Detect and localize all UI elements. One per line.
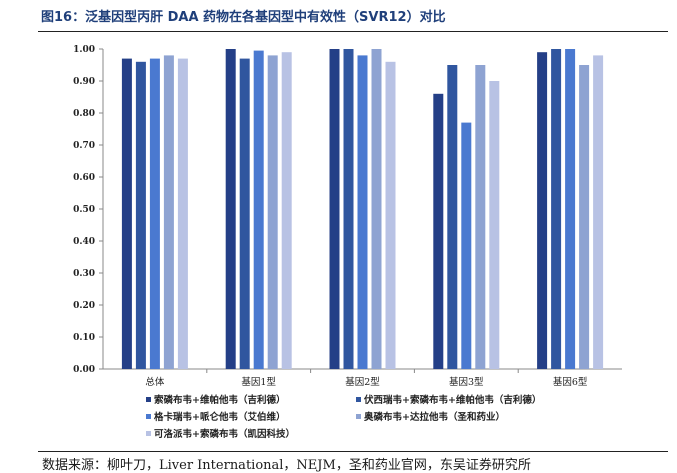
y-tick-label: 0.20	[73, 301, 95, 311]
source-rule	[38, 451, 668, 452]
source-note: 数据来源：柳叶刀，Liver International，NEJM，圣和药业官网…	[42, 458, 531, 473]
bar-2-1	[225, 49, 236, 369]
legend-label-2: 伏西瑞韦+索磷布韦+维帕他韦（吉利德）	[364, 394, 541, 406]
bar-2-4	[267, 55, 278, 370]
bar-5-1	[537, 52, 548, 369]
bar-chart: 0.00 0.10 0.20 0.30 0.40 0.50 0.60 0.70 0.80 0.90…	[73, 45, 622, 440]
y-tick-label: 0.70	[73, 141, 95, 151]
bar-1-1	[121, 58, 132, 369]
x-tick-label: 总体	[145, 376, 165, 388]
bar-2-3	[253, 50, 264, 369]
legend-swatch-1	[146, 397, 151, 402]
bar-4-5	[489, 81, 500, 369]
y-tick-label: 0.30	[73, 269, 95, 279]
y-axis: 0.00 0.10 0.20 0.30 0.40 0.50 0.60 0.70 0.80 0.90…	[73, 45, 104, 375]
y-tick-label: 0.80	[73, 109, 95, 119]
y-tick-label: 0.90	[73, 77, 95, 87]
legend: 索磷布韦+维帕他韦（吉利德） 伏西瑞韦+索磷布韦+维帕他韦（吉利德） 格卡瑞韦+哌仑…	[146, 394, 541, 440]
y-tick-label: 1.00	[73, 45, 95, 55]
bar-3-2	[343, 49, 354, 369]
bar-1-5	[177, 58, 188, 369]
x-tick-label: 基因1型	[241, 376, 276, 388]
figure-title: 图16：泛基因型丙肝 DAA 药物在各基因型中有效性（SVR12）对比	[41, 10, 446, 25]
legend-swatch-3	[146, 414, 151, 419]
x-axis: 总体 基因1型 基因2型 基因3型 基因6型	[103, 368, 622, 388]
bar-3-3	[357, 55, 368, 370]
bar-3-1	[329, 49, 340, 369]
bar-1-3	[149, 58, 160, 369]
legend-label-5: 可洛派韦+索磷布韦（凯因科技）	[154, 428, 295, 440]
bar-3-5	[385, 61, 396, 370]
bar-3-4	[371, 49, 382, 369]
title-rule	[38, 31, 668, 32]
bar-2-5	[281, 52, 292, 369]
bar-4-1	[433, 93, 444, 370]
legend-label-4: 奥磷布韦+达拉他韦（圣和药业）	[363, 411, 505, 423]
bar-5-5	[593, 55, 604, 370]
legend-swatch-5	[146, 431, 151, 436]
bar-1-4	[163, 55, 174, 370]
bar-1-2	[135, 61, 146, 370]
legend-swatch-4	[356, 414, 361, 419]
x-tick-label: 基因2型	[345, 376, 380, 388]
bars	[121, 49, 604, 370]
x-tick-label: 基因3型	[449, 376, 484, 388]
legend-swatch-2	[356, 397, 361, 402]
y-tick-label: 0.50	[73, 205, 95, 215]
bar-5-3	[565, 49, 576, 369]
y-tick-label: 0.40	[73, 237, 95, 247]
y-tick-label: 0.00	[73, 365, 95, 375]
x-tick-label: 基因6型	[553, 376, 588, 388]
legend-label-3: 格卡瑞韦+哌仑他韦（艾伯维）	[154, 411, 285, 423]
y-tick-label: 0.10	[73, 333, 95, 343]
bar-4-2	[447, 65, 458, 369]
bar-4-3	[461, 122, 472, 369]
bar-4-4	[475, 65, 486, 369]
y-tick-label: 0.60	[73, 173, 95, 183]
bar-5-2	[551, 49, 562, 369]
bar-5-4	[579, 65, 590, 369]
legend-label-1: 索磷布韦+维帕他韦（吉利德）	[154, 394, 285, 406]
bar-2-2	[239, 58, 250, 369]
